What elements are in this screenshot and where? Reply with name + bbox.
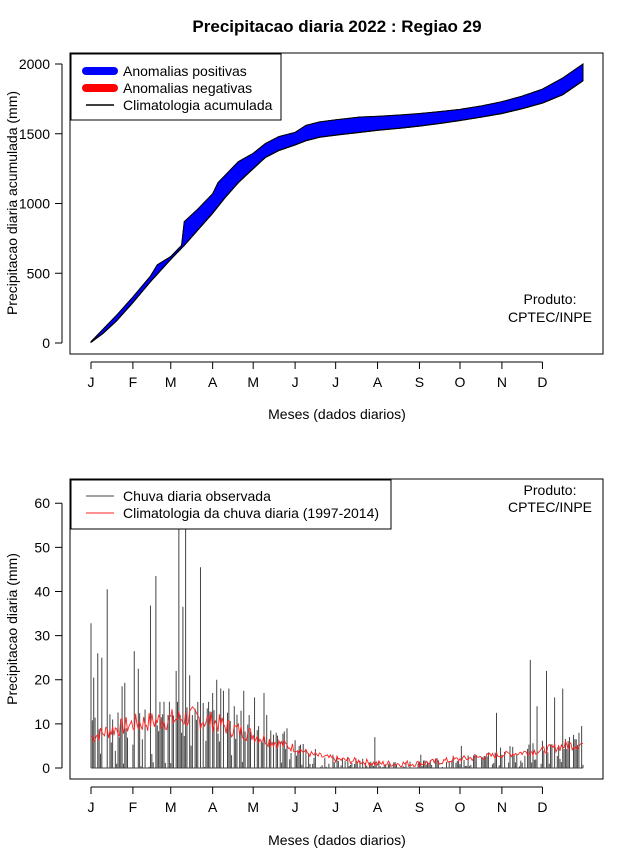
bottom-xlabel: Meses (dados diarios) xyxy=(268,832,406,848)
bottom-x-tick-label: N xyxy=(497,799,507,815)
bottom-chart-axes: J F M A M J J A S O N D 0 10 20 30 40 50 60 xyxy=(34,495,547,815)
legend-climatology-label: Climatologia acumulada xyxy=(123,97,273,113)
top-plot-frame xyxy=(69,52,604,355)
top-chart-axes: J F M A M J J A S O N D 0 500 1000 1500 2000 xyxy=(19,56,548,390)
bottom-x-tick-label: A xyxy=(373,799,383,815)
bottom-y-tick-label: 60 xyxy=(34,495,50,511)
observed-cumulative-line xyxy=(90,63,584,342)
top-x-tick-label: F xyxy=(129,374,138,390)
top-y-tick-label: 500 xyxy=(27,265,51,281)
top-x-tick-label: O xyxy=(455,374,466,390)
top-y-tick-label: 1000 xyxy=(19,196,50,212)
bottom-y-tick-label: 20 xyxy=(34,672,50,688)
bottom-ylabel: Precipitacao diaria (mm) xyxy=(4,553,20,705)
bottom-x-tick-label: J xyxy=(292,799,299,815)
top-x-tick-label: J xyxy=(292,374,299,390)
cumulative-chart: J F M A M J J A S O N D 0 500 1000 1500 2000 Meses (dado… xyxy=(4,52,604,422)
bottom-x-tick-label: F xyxy=(129,799,138,815)
top-x-tick-label: J xyxy=(332,374,339,390)
bottom-y-tick-label: 0 xyxy=(42,760,50,776)
top-x-tick-label: J xyxy=(88,374,95,390)
bottom-legend: Chuva diaria observada Climatologia da c… xyxy=(70,479,392,530)
bottom-y-tick-label: 30 xyxy=(34,628,50,644)
top-legend: Anomalias positivas Anomalias negativas … xyxy=(70,53,282,121)
top-legend-box xyxy=(70,53,282,121)
top-y-tick-label: 2000 xyxy=(19,56,50,72)
top-chart-marks xyxy=(90,63,584,344)
bottom-chart-marks xyxy=(90,516,584,769)
daily-chart: J F M A M J J A S O N D 0 10 20 30 40 50 60 Meses (dados d… xyxy=(4,478,604,848)
legend-daily-label: Chuva diaria observada xyxy=(123,488,271,504)
bottom-x-tick-label: S xyxy=(415,799,424,815)
bottom-x-tick-label: O xyxy=(455,799,466,815)
top-xlabel: Meses (dados diarios) xyxy=(268,406,406,422)
top-credit-line2: CPTEC/INPE xyxy=(508,309,592,325)
top-x-tick-label: M xyxy=(165,374,177,390)
daily-climatology-line xyxy=(90,706,584,769)
bottom-x-tick-label: J xyxy=(332,799,339,815)
top-x-tick-label: D xyxy=(537,374,547,390)
bottom-plot-frame xyxy=(69,478,604,780)
legend-negative-label: Anomalias negativas xyxy=(123,80,252,96)
bottom-y-tick-label: 10 xyxy=(34,716,50,732)
top-y-tick-label: 0 xyxy=(42,335,50,351)
bottom-x-tick-label: M xyxy=(165,799,177,815)
bottom-y-tick-label: 50 xyxy=(34,539,50,555)
top-x-tick-label: M xyxy=(247,374,259,390)
bottom-credit-line2: CPTEC/INPE xyxy=(508,499,592,515)
top-x-tick-label: A xyxy=(208,374,218,390)
bottom-x-tick-label: M xyxy=(247,799,259,815)
bottom-x-tick-label: D xyxy=(537,799,547,815)
bottom-credit-line1: Produto: xyxy=(524,482,577,498)
legend-positive-label: Anomalias positivas xyxy=(123,63,247,79)
bottom-x-tick-label: J xyxy=(88,799,95,815)
climatology-cumulative-line xyxy=(90,80,584,343)
top-ylabel: Precipitacao diaria acumulada (mm) xyxy=(4,91,20,315)
legend-clim-daily-label: Climatologia da chuva diaria (1997-2014) xyxy=(123,505,379,521)
top-y-tick-label: 1500 xyxy=(19,126,50,142)
top-credit-line1: Produto: xyxy=(524,291,577,307)
bottom-x-tick-label: A xyxy=(208,799,218,815)
top-x-tick-label: N xyxy=(497,374,507,390)
top-x-tick-label: S xyxy=(415,374,424,390)
bottom-y-tick-label: 40 xyxy=(34,583,50,599)
bottom-legend-box xyxy=(70,479,392,530)
page-title: Precipitacao diaria 2022 : Regiao 29 xyxy=(192,17,481,36)
top-x-tick-label: A xyxy=(373,374,383,390)
